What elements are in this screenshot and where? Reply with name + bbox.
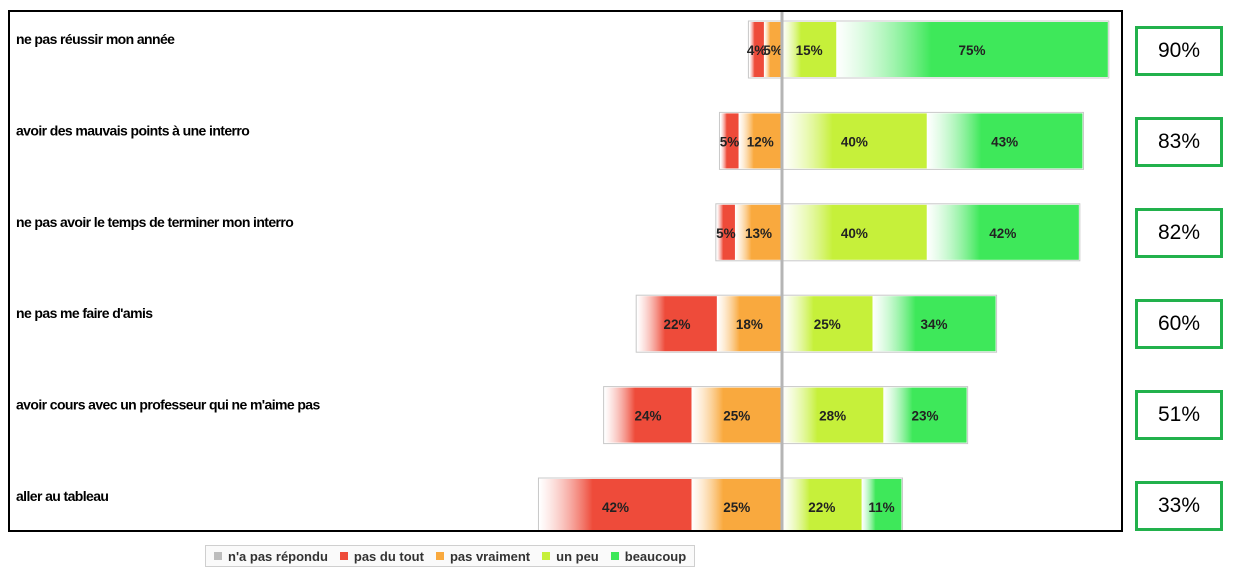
legend-swatch [339, 552, 348, 560]
legend-label: un peu [556, 548, 599, 564]
bar-segment [716, 296, 782, 352]
bar-segment [872, 296, 996, 352]
bar-value-label: 23% [911, 409, 938, 424]
bar-value-label: 42% [989, 226, 1016, 241]
bar-segment [604, 387, 692, 443]
bar-segment [782, 296, 873, 352]
legend-swatch [435, 552, 444, 560]
total-box: 33% [1135, 481, 1223, 531]
bar-value-label: 40% [841, 226, 868, 241]
bar-value-label: 5% [716, 226, 736, 241]
legend-item: un peu [542, 549, 599, 564]
bar-segment [782, 479, 862, 530]
legend-label: beaucoup [624, 548, 687, 564]
bar-segment [691, 387, 782, 443]
bar-segment [926, 204, 1079, 260]
legend-label: pas du tout [353, 548, 424, 564]
bar-segment [637, 296, 717, 352]
bar-value-label: 28% [819, 409, 846, 424]
bar-segment [763, 22, 782, 77]
bar-value-label: 11% [868, 500, 894, 515]
bar-value-label: 25% [723, 409, 750, 424]
bar-value-label: 18% [736, 317, 763, 332]
bar-segment [691, 479, 782, 530]
bar-value-label: 40% [841, 134, 868, 149]
total-box: 83% [1135, 117, 1223, 167]
bar-value-label: 15% [796, 43, 823, 58]
total-box: 82% [1135, 208, 1223, 258]
legend-label: pas vraiment [449, 548, 531, 564]
bar-segment [883, 387, 967, 443]
bar-segment [734, 204, 782, 260]
bar-value-label: 24% [635, 409, 662, 424]
category-label: ne pas avoir le temps de terminer mon in… [16, 214, 293, 230]
category-label: avoir cours avec un professeur qui ne m'… [16, 397, 320, 413]
bar-value-label: 12% [747, 134, 774, 149]
category-label: aller au tableau [16, 488, 108, 504]
bar-segment [749, 22, 764, 77]
legend: n'a pas répondu pas du tout pas vraiment un… [205, 545, 696, 567]
total-box: 90% [1135, 26, 1223, 76]
bar-value-label: 34% [921, 317, 948, 332]
total-box: 51% [1135, 390, 1223, 440]
bar-segment [782, 22, 837, 77]
legend-swatch [610, 552, 619, 560]
legend-swatch [542, 552, 551, 560]
bar-value-label: 75% [959, 43, 986, 58]
legend-item: beaucoup [610, 548, 687, 564]
bar-value-label: 13% [745, 226, 772, 241]
bar-value-label: 5% [720, 134, 740, 149]
chart-frame: ne pas réussir mon année 5% 4% 15% 75% avoir … [8, 10, 1123, 532]
legend-item: pas du tout [339, 548, 424, 564]
bar-segment [926, 113, 1083, 169]
bar-segment [738, 113, 782, 169]
category-label: ne pas me faire d'amis [16, 305, 153, 321]
bar-segment [539, 479, 692, 530]
bar-value-label: 42% [602, 500, 629, 515]
legend-swatch [214, 552, 222, 560]
total-box: 60% [1135, 299, 1223, 349]
bar-value-label: 4% [747, 43, 767, 58]
bar-value-label: 43% [991, 134, 1018, 149]
bar-value-label: 22% [664, 317, 691, 332]
category-label: avoir des mauvais points à une interro [16, 122, 249, 138]
bar-segment [716, 204, 735, 260]
bar-value-label: 25% [814, 317, 841, 332]
bar-value-label: 22% [808, 500, 835, 515]
bar-value-label: 25% [723, 500, 750, 515]
bar-segment [782, 113, 927, 169]
legend-label: n'a pas répondu [228, 548, 328, 564]
bar-segment [836, 22, 1108, 77]
bar-segment [861, 479, 902, 530]
bar-value-label: 5% [763, 43, 783, 58]
legend-item: pas vraiment [435, 548, 531, 564]
bar-segment [782, 387, 884, 443]
category-label: ne pas réussir mon année [16, 31, 175, 47]
legend-item: n'a pas répondu [214, 549, 328, 564]
bar-segment [782, 204, 927, 260]
bar-segment [720, 113, 739, 169]
